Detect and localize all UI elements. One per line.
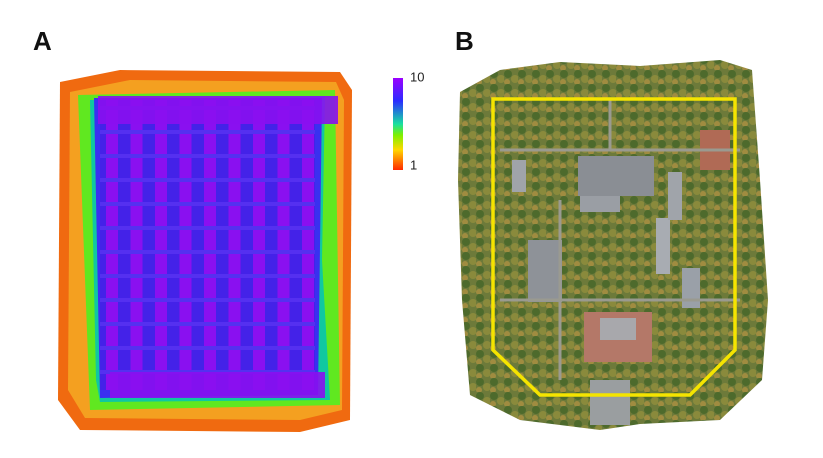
building xyxy=(682,268,700,308)
orthophoto xyxy=(458,60,768,430)
plaza xyxy=(590,380,630,425)
study-area-boundary xyxy=(491,97,737,397)
building xyxy=(668,172,682,220)
overlap-band xyxy=(98,96,338,124)
building xyxy=(528,240,562,302)
building xyxy=(578,156,654,196)
colorbar-max: 10 xyxy=(410,69,424,84)
building xyxy=(512,160,526,192)
colorbar-min: 1 xyxy=(410,157,417,172)
building xyxy=(580,196,620,212)
panel-label: B xyxy=(455,26,474,56)
building xyxy=(600,318,636,340)
overlap-map xyxy=(58,70,352,432)
colorbar: 10 1 xyxy=(393,69,424,172)
colorbar-scale xyxy=(393,78,403,170)
road xyxy=(500,100,740,380)
overlap-band xyxy=(110,372,325,398)
aerial-image xyxy=(458,60,768,430)
overlap-zone-max xyxy=(100,100,315,390)
building xyxy=(656,218,670,274)
panel-label: A xyxy=(33,26,52,56)
